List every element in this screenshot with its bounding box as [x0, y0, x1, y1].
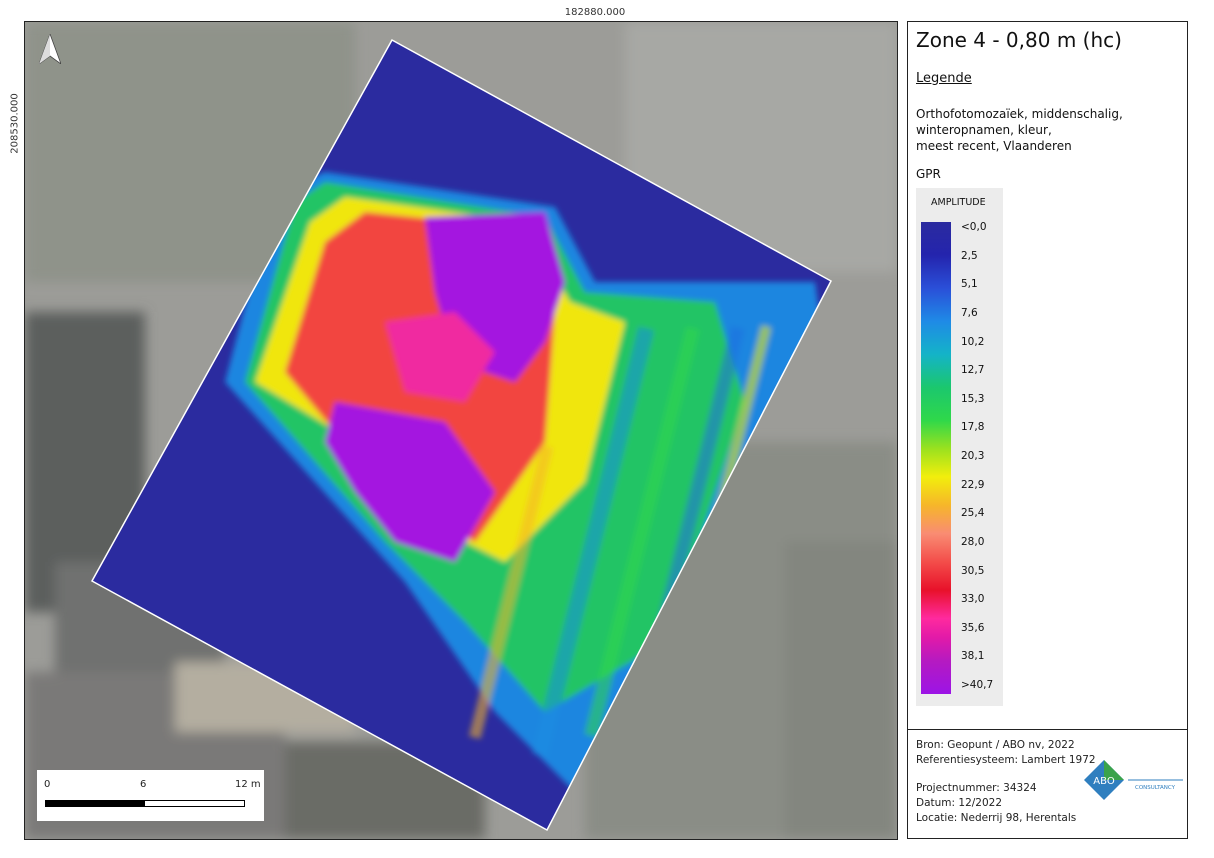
color-ramp-legend: AMPLITUDE <0,0 2,5 5,1 7,6 10,2 12,7 15,3 17,8 2… [916, 188, 1003, 706]
ramp-tick-label: 12,7 [961, 364, 985, 377]
ramp-tick-label: 2,5 [961, 249, 978, 262]
scale-bar: 0 6 12 m [37, 770, 264, 821]
scale-label-6: 6 [140, 779, 147, 790]
scale-label-0: 0 [44, 779, 51, 790]
info-panel: Bron: Geopunt / ABO nv, 2022 Referenties… [907, 729, 1188, 839]
basemap-line: winteropnamen, kleur, [916, 123, 1052, 137]
ramp-tick-label: 17,8 [961, 421, 985, 434]
logo-subtext: CONSULTANCY [1135, 785, 1176, 791]
map-canvas [25, 22, 897, 839]
ramp-tick-label: 22,9 [961, 478, 985, 491]
logo-text: ABO [1093, 776, 1115, 787]
ramp-tick-label: 28,0 [961, 535, 985, 548]
ramp-tick-label: 7,6 [961, 306, 978, 319]
crs-text: Referentiesysteem: Lambert 1972 [916, 754, 1096, 766]
ramp-tick-label: <0,0 [961, 221, 987, 233]
abo-logo: ABO CONSULTANCY [1084, 760, 1183, 800]
ramp-tick-label: 25,4 [961, 507, 985, 520]
coordinate-label-top: 182880.000 [564, 7, 626, 18]
scale-label-12: 12 m [235, 779, 261, 790]
ramp-tick-label: 33,0 [961, 593, 985, 606]
legend-heading: Legende [916, 71, 972, 86]
basemap-line: meest recent, Vlaanderen [916, 139, 1072, 153]
map-view[interactable]: 0 6 12 m [24, 21, 898, 840]
source-text: Bron: Geopunt / ABO nv, 2022 [916, 739, 1075, 751]
ramp-tick-label: 15,3 [961, 392, 985, 405]
project-number: Projectnummer: 34324 [916, 782, 1037, 794]
ramp-title: AMPLITUDE [931, 197, 986, 208]
layer-name: GPR [916, 167, 941, 181]
coordinate-label-left: 208530.000 [9, 93, 21, 154]
ramp-tick-label: 10,2 [961, 335, 985, 348]
ramp-tick-label: >40,7 [961, 679, 994, 691]
ramp-tick-label: 35,6 [961, 621, 985, 634]
location-text: Locatie: Nederrij 98, Herentals [916, 812, 1077, 824]
basemap-line: Orthofotomozaïek, middenschalig, [916, 107, 1123, 121]
scale-bar-graphic [45, 800, 245, 807]
basemap-texture [25, 22, 897, 839]
ramp-tick-label: 20,3 [961, 450, 985, 462]
basemap-description: Orthofotomozaïek, middenschalig, wintero… [916, 106, 1178, 154]
map-title: Zone 4 - 0,80 m (hc) [916, 28, 1122, 52]
legend-panel: Zone 4 - 0,80 m (hc) Legende Orthofotomo… [907, 21, 1188, 730]
survey-boundary [90, 38, 833, 832]
north-arrow-icon [39, 34, 61, 64]
date-text: Datum: 12/2022 [916, 797, 1003, 809]
ramp-tick-label: 30,5 [961, 564, 985, 577]
ramp-tick-label: 5,1 [961, 278, 978, 291]
ramp-tick-label: 38,1 [961, 650, 985, 663]
color-ramp [921, 222, 951, 694]
